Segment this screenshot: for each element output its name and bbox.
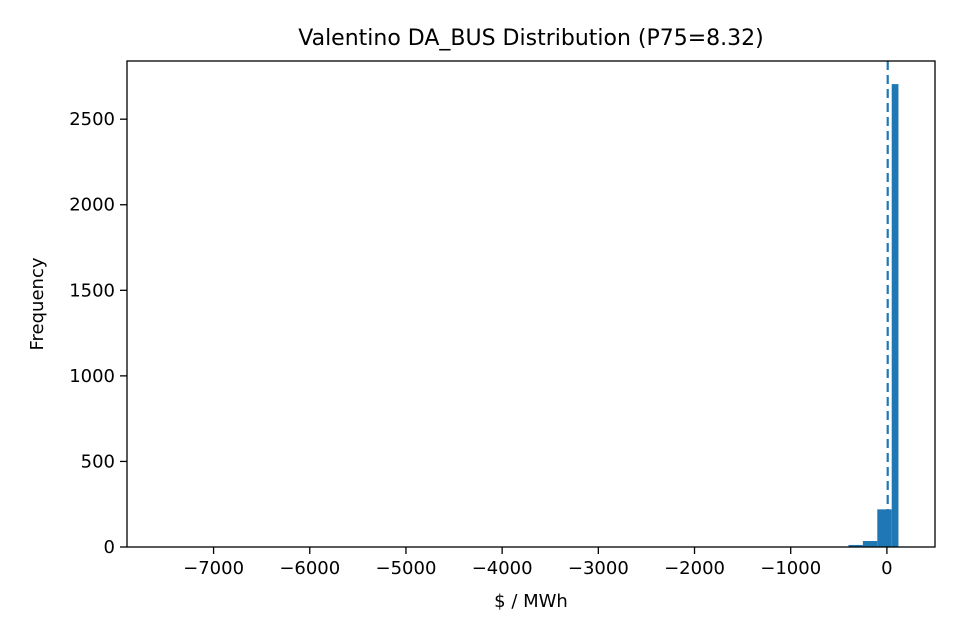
chart-title: Valentino DA_BUS Distribution (P75=8.32) xyxy=(298,26,764,51)
x-axis-ticks: −7000 −6000 −5000 −4000 −3000 −2000 −1000 0 xyxy=(183,547,893,579)
plot-frame xyxy=(126,60,936,548)
x-tick-label: −5000 xyxy=(376,558,437,579)
y-tick-label: 2000 xyxy=(69,195,115,216)
histogram-bar xyxy=(891,84,899,547)
x-tick-label: −1000 xyxy=(760,558,821,579)
x-tick-label: −2000 xyxy=(664,558,725,579)
x-tick-label: −6000 xyxy=(279,558,340,579)
y-tick-label: 2500 xyxy=(69,109,115,130)
y-axis-label: Frequency xyxy=(27,257,48,350)
y-axis-ticks: 0 500 1000 1500 2000 2500 xyxy=(69,109,127,558)
x-tick-label: −3000 xyxy=(568,558,629,579)
histogram-bar xyxy=(877,509,892,547)
x-tick-label: −7000 xyxy=(183,558,244,579)
x-tick-label: −4000 xyxy=(472,558,533,579)
y-tick-label: 500 xyxy=(81,451,115,472)
histogram-bar xyxy=(862,541,878,547)
y-tick-label: 0 xyxy=(104,537,115,558)
histogram-bar xyxy=(848,544,863,547)
x-tick-label: 0 xyxy=(881,558,892,579)
y-tick-label: 1000 xyxy=(69,366,115,387)
x-axis-label: $ / MWh xyxy=(494,591,568,612)
y-tick-label: 1500 xyxy=(69,280,115,301)
